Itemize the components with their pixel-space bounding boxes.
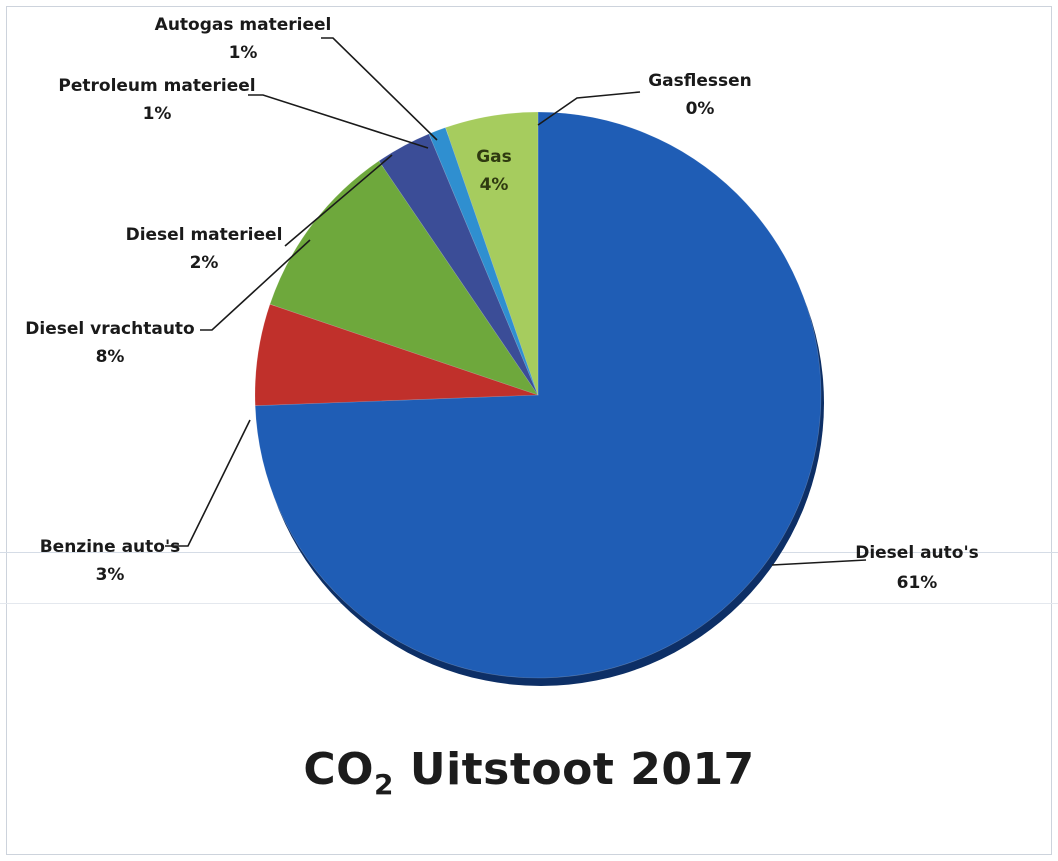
slice-value-gasflessen: 0% [686, 99, 715, 119]
slice-labels: Diesel auto's 61% Benzine auto's 3% Diesel v… [25, 15, 979, 593]
leader-line-diesel-vrachtauto [200, 239, 311, 331]
chart-title-subscript: 2 [374, 768, 395, 801]
pie-slice-diesel-vrachtauto [269, 160, 539, 396]
slice-label-gas: Gas [476, 147, 512, 167]
pie-chart: Diesel auto's 61% Benzine auto's 3% Diesel v… [25, 15, 979, 686]
pie-slice-petroleum-materieel [428, 127, 539, 396]
chart-title: CO2 Uitstoot 2017 [0, 744, 1058, 801]
slice-label-benzine-auto-s: Benzine auto's [40, 537, 181, 557]
pie-slices [254, 111, 824, 686]
slice-label-autogas-materieel: Autogas materieel [155, 15, 332, 35]
chart-border [6, 6, 1052, 855]
leader-line-diesel-materieel [284, 154, 393, 247]
slice-value-diesel-materieel: 2% [190, 253, 219, 273]
pie-slice-diesel-materieel [378, 133, 539, 396]
leader-line-autogas-materieel [321, 37, 438, 141]
pie-slice-gas [445, 111, 539, 396]
pie-slice-diesel-auto-s [254, 111, 822, 679]
slice-label-diesel-auto-s: Diesel auto's [855, 543, 979, 563]
leader-lines [165, 37, 867, 566]
leader-line-petroleum-materieel [248, 94, 429, 149]
slice-value-gas: 4% [480, 175, 509, 195]
leader-line-diesel-auto-s [771, 559, 867, 566]
slice-label-diesel-vrachtauto: Diesel vrachtauto [25, 319, 195, 339]
chart-title-prefix: CO [303, 744, 375, 795]
slice-label-petroleum-materieel: Petroleum materieel [58, 76, 255, 96]
chart-title-suffix: Uitstoot 2017 [394, 744, 755, 795]
slice-label-gasflessen: Gasflessen [648, 71, 752, 91]
slice-value-autogas-materieel: 1% [229, 43, 258, 63]
pie-slice-benzine-auto-s [254, 303, 539, 406]
slice-value-benzine-auto-s: 3% [96, 565, 125, 585]
slice-value-diesel-vrachtauto: 8% [96, 347, 125, 367]
slice-value-petroleum-materieel: 1% [143, 104, 172, 124]
leader-line-gasflessen [537, 91, 641, 126]
leader-line-benzine-auto-s [165, 419, 251, 547]
slice-value-diesel-auto-s: 61% [897, 573, 938, 593]
slice-label-diesel-materieel: Diesel materieel [126, 225, 283, 245]
